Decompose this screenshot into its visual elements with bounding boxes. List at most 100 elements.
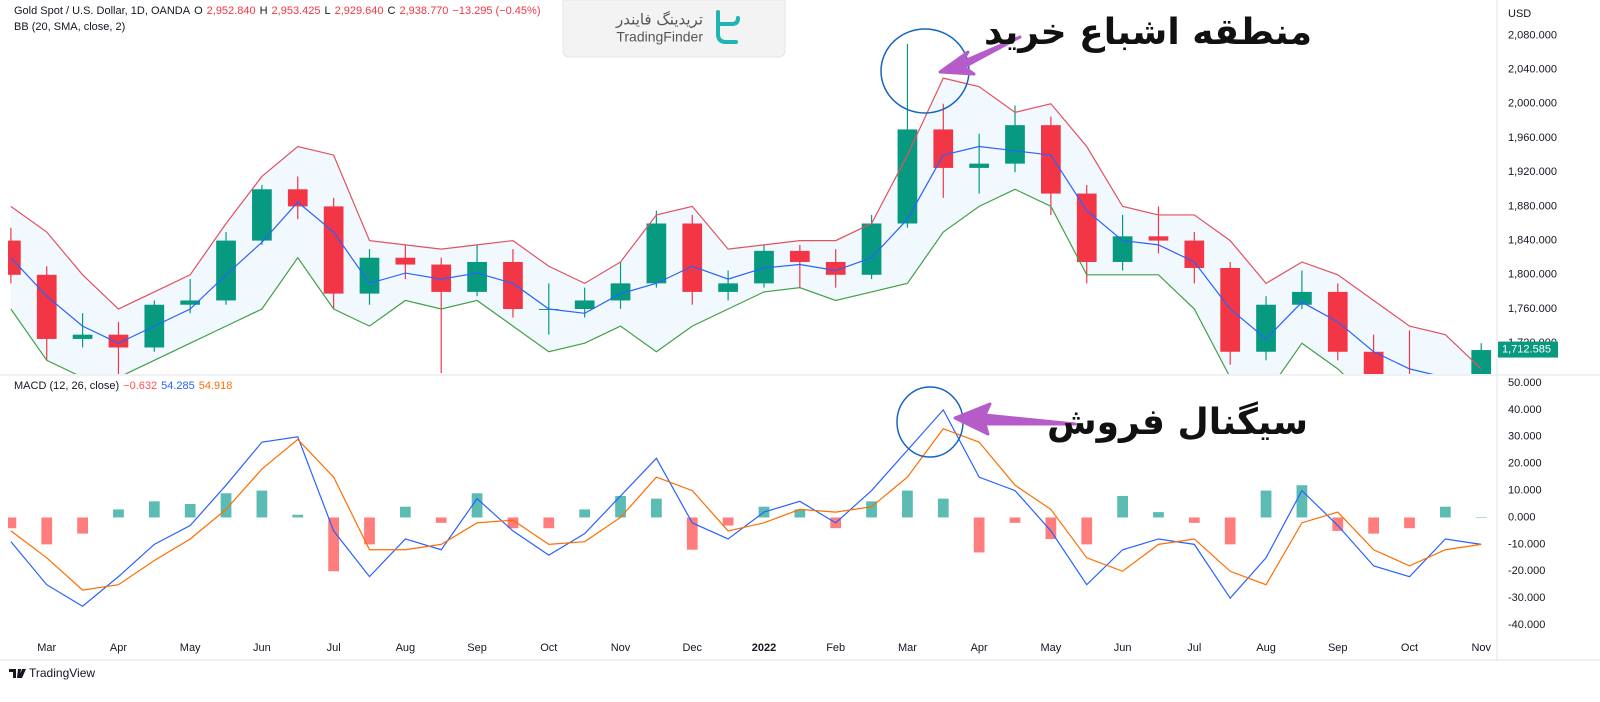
candle-body bbox=[1148, 236, 1169, 241]
y-tick-label: 1,920.000 bbox=[1508, 166, 1557, 178]
histogram-bar bbox=[794, 509, 806, 518]
candle-body bbox=[969, 163, 990, 168]
y-tick-label: -30.000 bbox=[1508, 592, 1545, 604]
indicator-line bbox=[10, 427, 1482, 591]
histogram-bar bbox=[184, 504, 196, 518]
last-price-box bbox=[1498, 341, 1558, 358]
ohlc-value: 2,952.840 bbox=[206, 5, 256, 17]
candle-body bbox=[1220, 267, 1241, 352]
ohlc-value: 2,938.770 bbox=[399, 5, 449, 17]
header-legend: Gold Spot / U.S. Dollar, 1D, OANDA O 2,95… bbox=[14, 5, 541, 17]
histogram-bar bbox=[543, 517, 555, 529]
histogram-bar bbox=[615, 495, 626, 518]
watermark-logo bbox=[716, 10, 740, 44]
histogram-bar bbox=[256, 490, 268, 518]
candle-body bbox=[1112, 236, 1133, 262]
band-line bbox=[10, 145, 1434, 374]
ohlc-label: O bbox=[194, 5, 203, 17]
x-tick-label: Jun bbox=[253, 642, 271, 654]
x-tick-label: Apr bbox=[110, 642, 127, 654]
x-tick-label: May bbox=[1040, 642, 1061, 654]
x-tick-label: Dec bbox=[682, 642, 702, 654]
symbol-title: Gold Spot / U.S. Dollar, 1D, OANDA bbox=[14, 5, 191, 17]
x-tick-label: 2022 bbox=[752, 642, 776, 654]
change: −13.295 (−0.45%) bbox=[452, 5, 541, 17]
histogram-bar bbox=[686, 517, 698, 550]
candle-body bbox=[574, 300, 595, 310]
histogram-bar bbox=[364, 517, 375, 545]
candle-body bbox=[897, 129, 918, 224]
histogram-bar bbox=[579, 509, 591, 518]
ohlc-label: C bbox=[387, 5, 396, 17]
ohlc-label: L bbox=[324, 5, 331, 17]
x-tick-label: May bbox=[180, 642, 201, 654]
histogram-bar bbox=[1296, 485, 1308, 518]
y-tick-label: 0.000 bbox=[1508, 511, 1536, 523]
histogram-bar bbox=[1081, 517, 1093, 545]
watermark: تریدینگ فایندر TradingFinder bbox=[562, 0, 786, 58]
macd-last: 54.285 bbox=[161, 380, 195, 392]
x-tick-label: Oct bbox=[1401, 642, 1418, 654]
candle-body bbox=[1471, 350, 1492, 374]
macd-legend: MACD (12, 26, close) −0.632 54.285 54.91… bbox=[14, 380, 232, 392]
x-tick-label: Sep bbox=[1328, 642, 1348, 654]
y-tick-label: 2,040.000 bbox=[1508, 63, 1557, 75]
candle-body bbox=[252, 189, 272, 241]
annotation-text: سیگنال فروش bbox=[1047, 401, 1308, 443]
histogram-bar bbox=[471, 493, 483, 518]
axes: 1,720.0001,760.0001,800.0001,840.0001,88… bbox=[37, 29, 1558, 654]
candle-body bbox=[933, 129, 954, 168]
candle-body bbox=[503, 261, 523, 310]
histogram-bar bbox=[328, 517, 340, 572]
last-price-label: 1,712.585 bbox=[1502, 343, 1551, 355]
candle-body bbox=[431, 264, 452, 292]
candle-body bbox=[1005, 125, 1025, 164]
histogram-bar bbox=[113, 509, 124, 518]
histogram-bar bbox=[866, 501, 877, 518]
histogram-bar bbox=[1368, 517, 1380, 534]
histogram-bar bbox=[148, 501, 160, 518]
x-tick-label: Nov bbox=[1471, 642, 1491, 654]
candle-body bbox=[108, 334, 129, 348]
watermark-persian: تریدینگ فایندر bbox=[615, 11, 703, 29]
x-tick-label: Jul bbox=[1187, 642, 1201, 654]
x-tick-label: Oct bbox=[540, 642, 557, 654]
x-tick-label: Jun bbox=[1114, 642, 1132, 654]
candle-body bbox=[861, 223, 882, 275]
histogram-bar bbox=[399, 506, 411, 518]
band-line bbox=[10, 77, 1482, 370]
candle-body bbox=[1076, 193, 1097, 262]
y-tick-label: 1,800.000 bbox=[1508, 269, 1557, 281]
band-line bbox=[10, 188, 1345, 374]
y-tick-label: 1,880.000 bbox=[1508, 200, 1557, 212]
candle-body bbox=[825, 261, 846, 275]
histogram-bar bbox=[902, 490, 913, 518]
candle-body bbox=[8, 240, 21, 275]
y-tick-label: -40.000 bbox=[1508, 619, 1545, 631]
ohlc-value: 2,929.640 bbox=[334, 5, 384, 17]
annotation-text: منطقه اشباع خرید bbox=[984, 12, 1312, 53]
y-tick-label: 1,760.000 bbox=[1508, 303, 1557, 315]
histogram-bar bbox=[1260, 490, 1272, 518]
x-tick-label: Jul bbox=[327, 642, 341, 654]
candle-body bbox=[1184, 240, 1205, 268]
histogram-bar bbox=[1332, 517, 1344, 531]
candle-body bbox=[395, 257, 416, 265]
candle-body bbox=[754, 250, 774, 284]
candle-body bbox=[359, 257, 380, 294]
histogram-bar bbox=[435, 517, 447, 523]
histogram-bar bbox=[41, 517, 53, 545]
indicator-legend: BB (20, SMA, close, 2) bbox=[14, 21, 125, 33]
x-tick-label: Sep bbox=[467, 642, 487, 654]
watermark-latin: TradingFinder bbox=[616, 29, 703, 45]
histogram-bar bbox=[1475, 517, 1487, 518]
histogram-bar bbox=[77, 517, 88, 534]
y-tick-label: -10.000 bbox=[1508, 538, 1545, 550]
y-tick-label: -20.000 bbox=[1508, 565, 1545, 577]
candle-body bbox=[36, 274, 57, 339]
candle-body bbox=[1256, 304, 1276, 352]
indicator-line bbox=[10, 408, 1482, 607]
candle-body bbox=[72, 334, 93, 339]
histogram-bar bbox=[1224, 517, 1236, 545]
